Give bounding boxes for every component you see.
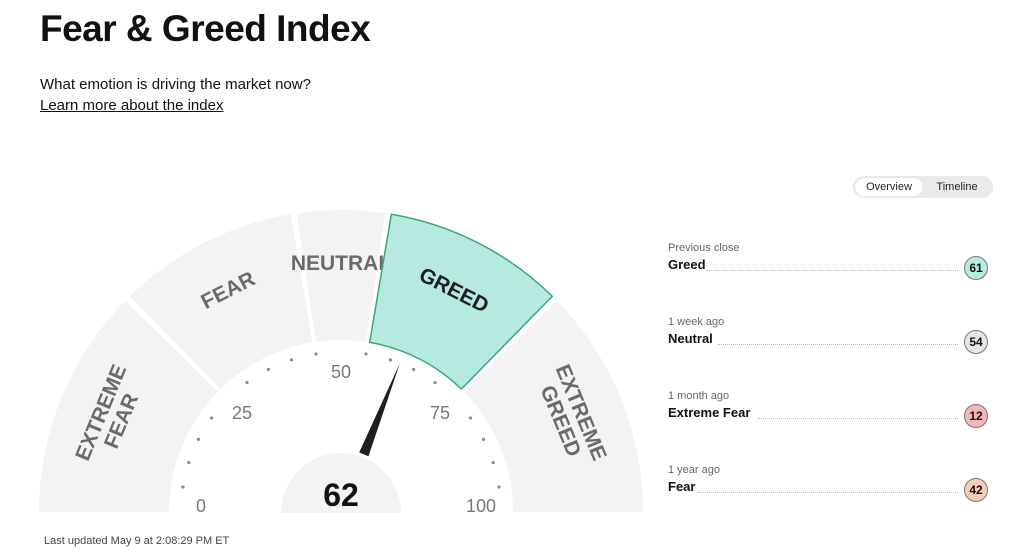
- gauge-dot: [491, 460, 495, 465]
- gauge-dot: [364, 352, 368, 356]
- gauge-segment: [296, 210, 386, 342]
- learn-more-link[interactable]: Learn more about the index: [40, 97, 224, 114]
- gauge-dot: [497, 485, 501, 489]
- history-item-1-year: 1 year ago Fear 42: [668, 464, 990, 514]
- history-value-badge: 42: [964, 478, 988, 502]
- history-divider: [758, 418, 958, 419]
- gauge-dots: [181, 352, 501, 489]
- gauge-dot: [266, 367, 270, 372]
- tab-overview[interactable]: Overview: [855, 178, 923, 196]
- gauge-dot: [209, 416, 214, 420]
- gauge-dot: [468, 416, 473, 420]
- gauge-segment: [368, 213, 554, 391]
- history-period: 1 month ago: [668, 390, 730, 402]
- gauge-tick-label: 50: [331, 362, 351, 382]
- gauge-dot: [388, 358, 393, 362]
- history-divider: [698, 492, 958, 493]
- gauge-needle: [359, 363, 400, 457]
- history-item-1-week: 1 week ago Neutral 54: [668, 316, 990, 366]
- gauge-tick-label: 25: [232, 403, 252, 423]
- gauge-dot: [289, 358, 294, 362]
- gauge-tick-label: 75: [430, 403, 450, 423]
- page-title: Fear & Greed Index: [40, 8, 371, 49]
- gauge-value: 62: [323, 477, 359, 513]
- history-value-badge: 61: [964, 256, 988, 280]
- gauge-segment: [463, 300, 643, 512]
- gauge-dot: [314, 352, 318, 356]
- history-divider: [718, 344, 958, 345]
- gauge-tick-label: 0: [196, 496, 206, 516]
- gauge-dot: [181, 485, 185, 489]
- history-period: 1 year ago: [668, 464, 720, 476]
- last-updated: Last updated May 9 at 2:08:29 PM ET: [44, 535, 230, 547]
- gauge-needle-group: [281, 363, 401, 513]
- history-value-badge: 54: [964, 330, 988, 354]
- page-subtitle: What emotion is driving the market now?: [40, 76, 311, 93]
- history-divider: [706, 270, 958, 271]
- gauge-tick-label: 100: [466, 496, 496, 516]
- history-rating: Extreme Fear: [668, 405, 751, 420]
- history-rating: Neutral: [668, 331, 713, 346]
- gauge-segment: [39, 300, 219, 512]
- history-period: 1 week ago: [668, 316, 725, 328]
- gauge-dot: [245, 380, 249, 385]
- history-rating: Greed: [668, 257, 706, 272]
- history-period: Previous close: [668, 242, 740, 254]
- gauge-dot: [433, 380, 437, 385]
- history-value-badge: 12: [964, 404, 988, 428]
- history-rating: Fear: [668, 479, 696, 494]
- gauge-segment-label: NEUTRAL: [291, 252, 391, 275]
- gauge-tick-labels: 0 25 50 75 100: [196, 362, 496, 516]
- gauge-hub: [281, 453, 401, 513]
- gauge-segment: [129, 214, 313, 390]
- tab-timeline[interactable]: Timeline: [936, 181, 978, 193]
- gauge-dot: [187, 460, 191, 465]
- gauge-dot: [412, 367, 416, 372]
- gauge-dot: [481, 437, 486, 441]
- history-item-1-month: 1 month ago Extreme Fear 12: [668, 390, 990, 440]
- view-toggle: Overview Timeline: [853, 176, 993, 198]
- history-item-previous-close: Previous close Greed 61: [668, 242, 990, 292]
- gauge-dot: [196, 437, 201, 441]
